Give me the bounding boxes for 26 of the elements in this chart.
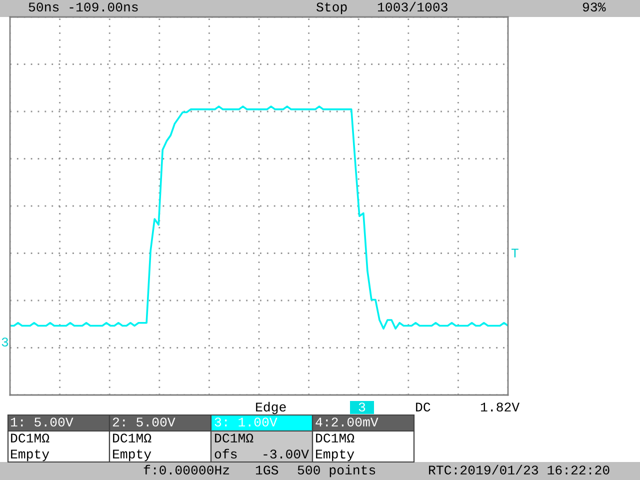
text: DC1MΩ: [11, 434, 50, 443]
text: DC: [416, 402, 430, 412]
text: Empty: [11, 450, 50, 462]
text: 50ns -109.00ns: [28, 2, 138, 12]
text: 500 points: [298, 464, 376, 478]
text: Empty: [316, 450, 354, 462]
text: DC1MΩ: [316, 434, 354, 443]
text: 1003/1003: [378, 2, 448, 12]
text: 1.82V: [480, 402, 520, 412]
text: 1: 5.00V: [10, 418, 74, 427]
text: 1GS: [256, 466, 278, 475]
text: DC1MΩ: [113, 434, 152, 443]
text: ofs -3.00V: [214, 448, 309, 459]
text: T: [511, 248, 518, 258]
text: RTC:2019/01/23 16:22:20: [429, 464, 610, 475]
text: f:0.00000Hz: [144, 464, 230, 475]
text: 93%: [582, 2, 606, 12]
text: Empty: [113, 450, 152, 462]
text: Edge: [256, 402, 286, 414]
text: DC1MΩ: [215, 434, 254, 443]
text: 2: 5.00V: [112, 418, 176, 427]
text: 3: [2, 338, 8, 347]
text: 3: 1.00V: [214, 418, 278, 427]
text: 3: [358, 402, 366, 412]
text: 4:2.00mV: [316, 418, 378, 427]
text: Stop: [316, 2, 347, 14]
